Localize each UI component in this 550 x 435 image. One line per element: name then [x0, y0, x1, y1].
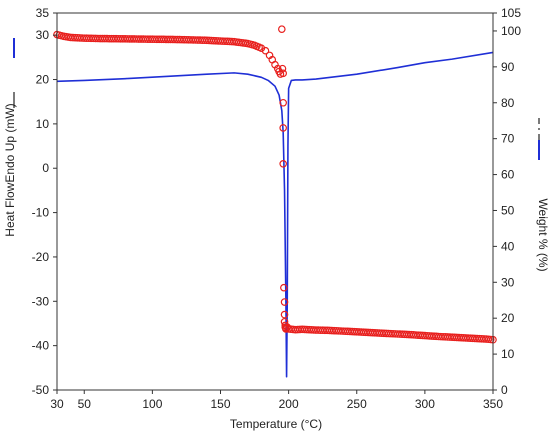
y-right-tick-label: 0	[501, 383, 508, 397]
weight-point	[278, 64, 287, 73]
y-right-tick-label: 105	[501, 6, 521, 20]
weight-point	[279, 69, 287, 78]
weight-point	[280, 310, 289, 319]
weight-point	[280, 298, 289, 306]
x-tick-label: 350	[483, 397, 503, 411]
x-tick-label: 200	[279, 397, 299, 411]
left-axis-title-group: Heat FlowEndo Up (mW)	[3, 103, 17, 236]
weight-point	[455, 333, 463, 342]
y-left-tick-label: -50	[32, 383, 50, 397]
x-tick-label: 150	[210, 397, 230, 411]
weight-point	[427, 332, 436, 340]
weight-point	[305, 325, 313, 334]
y-right-tick-label: 20	[501, 311, 515, 325]
x-tick-label: 300	[415, 397, 435, 411]
y-left-tick-label: -40	[32, 339, 50, 353]
weight-point	[279, 160, 287, 168]
y-right-tick-label: 30	[501, 275, 515, 289]
weight-point	[486, 335, 495, 344]
weight-point	[241, 39, 250, 48]
weight-point	[278, 25, 286, 33]
y-right-tick-label: 80	[501, 96, 515, 110]
weight-point	[318, 326, 327, 335]
y-right-tick-label: 60	[501, 168, 515, 182]
y-right-tick-label: 50	[501, 203, 515, 217]
y-axis-left-title: Heat FlowEndo Up (mW)	[3, 103, 17, 236]
x-tick-label: 30	[50, 397, 64, 411]
right-axis-title-group: Weight % (%)	[536, 198, 550, 271]
heat-flow-line	[56, 51, 494, 378]
axes-layer: 30 50 100 150 200 250 300 350-50-40-30-20-10010…	[32, 6, 522, 411]
weight-point	[57, 31, 66, 40]
y-right-tick-label: 10	[501, 347, 515, 361]
x-tick-label: 100	[142, 397, 162, 411]
y-left-tick-label: 35	[36, 6, 50, 20]
y-left-tick-label: -20	[32, 250, 50, 264]
weight-point	[141, 35, 150, 43]
weight-point	[196, 36, 204, 44]
weight-point	[255, 43, 263, 52]
y-right-tick-label: 40	[501, 239, 515, 253]
x-tick-label: 50	[78, 397, 92, 411]
weight-point	[475, 334, 484, 343]
weight-point	[248, 40, 257, 49]
y-left-tick-label: 10	[36, 117, 50, 131]
weight-point	[87, 34, 95, 43]
weight-point	[169, 35, 177, 44]
y-right-tick-label: 90	[501, 60, 515, 74]
weight-point	[223, 37, 232, 46]
y-left-tick-label: 20	[36, 73, 50, 87]
weight-point	[261, 46, 270, 55]
y-left-tick-label: -30	[32, 294, 50, 308]
weight-point	[279, 124, 287, 132]
weight-point	[114, 34, 123, 43]
y-right-tick-label: 100	[501, 24, 521, 38]
x-axis-title: Temperature (°C)	[230, 417, 322, 431]
y-left-tick-label: -10	[32, 206, 50, 220]
y-right-tick-label: 70	[501, 132, 515, 146]
plot-frame	[56, 12, 494, 391]
y-left-tick-label: 0	[42, 161, 49, 175]
weight-point	[282, 325, 290, 333]
x-tick-label: 250	[347, 397, 367, 411]
weight-point	[400, 330, 409, 339]
weight-point	[73, 33, 82, 42]
weight-point	[280, 283, 288, 292]
weight-point	[279, 98, 287, 107]
weight-point	[373, 329, 381, 337]
y-left-tick-label: 30	[36, 28, 50, 42]
plot-layer	[53, 25, 497, 378]
y-axis-right-title: Weight % (%)	[536, 198, 550, 271]
weight-point	[346, 327, 354, 336]
